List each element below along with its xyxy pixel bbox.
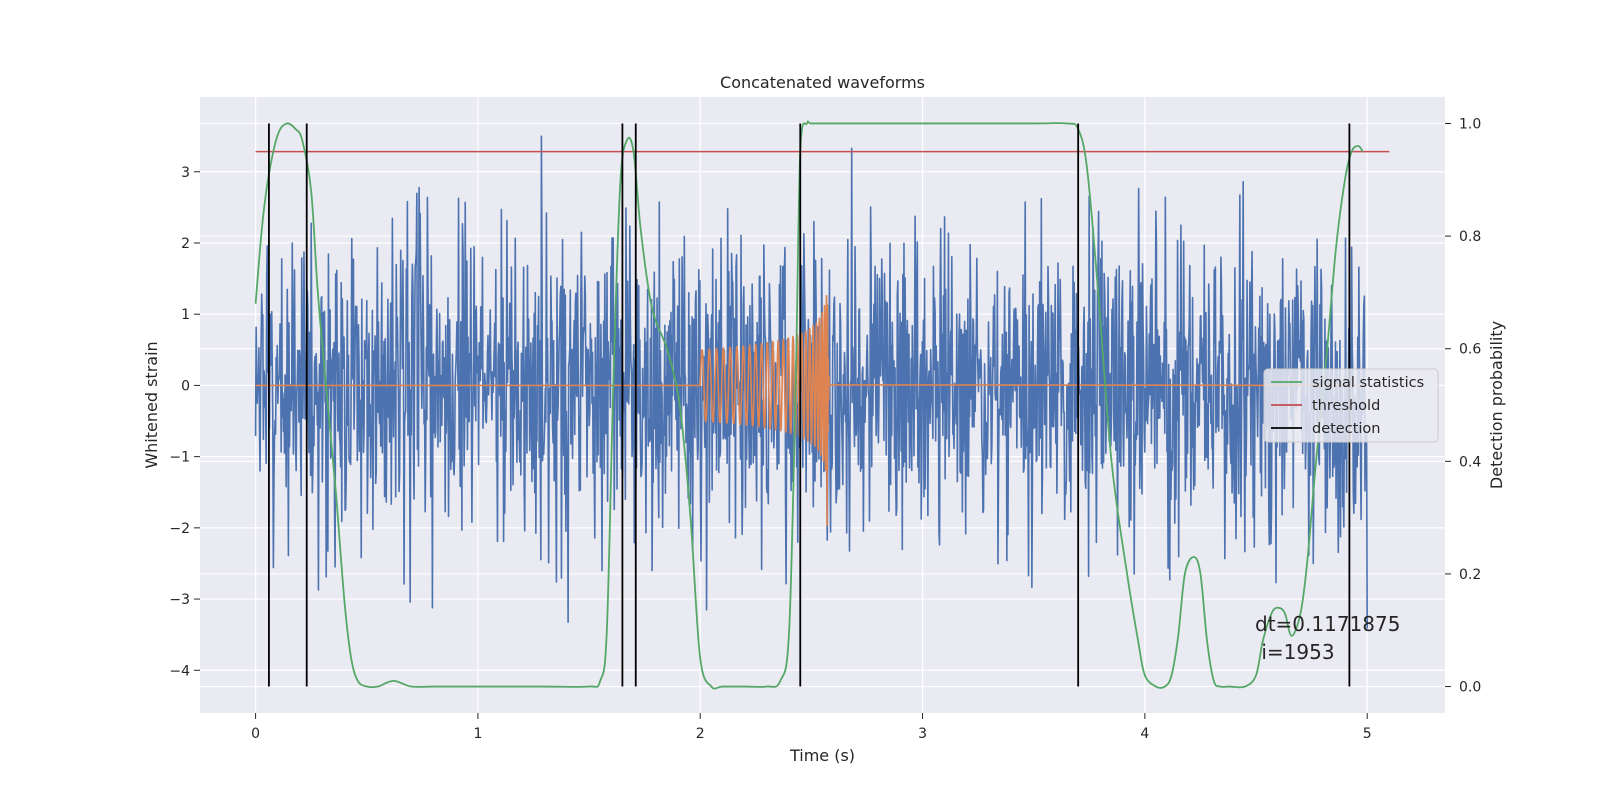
y2-tick-label: 0.6 <box>1459 342 1481 358</box>
legend-label-signal-statistics: signal statistics <box>1312 375 1424 391</box>
x-axis-label: Time (s) <box>789 746 855 765</box>
legend: signal statistics threshold detection <box>1263 368 1439 443</box>
legend-label-threshold: threshold <box>1312 398 1380 414</box>
y2-tick-label: 0.0 <box>1459 680 1481 696</box>
signal-statistics-series-line <box>254 120 1364 690</box>
annotation-dt: dt=0.1171875 <box>1255 612 1400 636</box>
y-tick-label: −2 <box>169 521 190 537</box>
annotation-index: i=1953 <box>1255 640 1335 664</box>
y2-tick-label: 0.4 <box>1459 454 1481 470</box>
x-tick-label: 1 <box>473 726 482 742</box>
y2-tick-label: 1.0 <box>1459 116 1481 132</box>
legend-label-detection: detection <box>1312 421 1380 437</box>
strain-series-line <box>254 135 1368 629</box>
x-tick-label: 5 <box>1363 726 1372 742</box>
y-tick-label: −1 <box>169 450 190 466</box>
y-tick-label: 1 <box>181 307 190 323</box>
y-tick-label: 2 <box>181 236 190 252</box>
y2-axis-label: Detection probability <box>1487 321 1506 489</box>
y2-tick-label: 0.2 <box>1459 567 1481 583</box>
y-tick-label: −4 <box>169 663 190 679</box>
axes: −4 −3 −2 −1 0 1 2 3 0 1 2 3 4 5 0.0 0.2 0.4 0.6 0.8 1.0 <box>169 116 1481 742</box>
legend-box <box>1263 368 1439 443</box>
x-tick-label: 3 <box>918 726 927 742</box>
y-tick-label: −3 <box>169 592 190 608</box>
plot-area <box>254 120 1390 690</box>
y-tick-label: 0 <box>181 378 190 394</box>
chart-title: Concatenated waveforms <box>720 73 925 92</box>
y2-tick-label: 0.8 <box>1459 229 1481 245</box>
waveform-series-line <box>255 294 1368 527</box>
y-axis-label: Whitened strain <box>142 341 161 468</box>
y-tick-label: 3 <box>181 165 190 181</box>
x-tick-label: 2 <box>696 726 705 742</box>
x-tick-label: 0 <box>251 726 260 742</box>
x-tick-label: 4 <box>1140 726 1149 742</box>
